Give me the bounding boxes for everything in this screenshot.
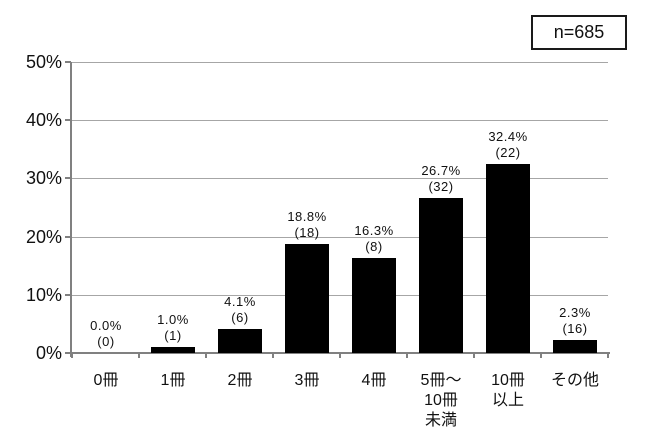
gridline-40	[72, 120, 608, 122]
bar-1	[151, 347, 195, 353]
y-tick-mark-50	[65, 61, 71, 63]
x-category-label-5: 5冊～ 10冊 未満	[420, 372, 462, 429]
x-tick-mark-6	[473, 354, 475, 358]
x-category-label-2: 2冊	[227, 372, 253, 389]
bar-value-label-6: 32.4% (22)	[488, 129, 528, 160]
x-tick-mark-5	[406, 354, 408, 358]
x-tick-mark-4	[339, 354, 341, 358]
bar-value-label-5: 26.7% (32)	[421, 163, 461, 194]
bar-value-label-0: 0.0% (0)	[90, 318, 122, 349]
x-category-label-4: 4冊	[361, 372, 387, 389]
x-tick-mark-7	[540, 354, 542, 358]
gridline-30	[72, 178, 608, 180]
bar-4	[352, 258, 396, 353]
gridline-10	[72, 294, 608, 296]
bar-value-label-4: 16.3% (8)	[354, 223, 394, 254]
bar-5	[419, 198, 463, 353]
y-axis-line	[70, 62, 72, 357]
x-tick-mark-3	[272, 354, 274, 358]
y-tick-label-20: 20%	[25, 226, 62, 247]
y-tick-label-0: 0%	[35, 343, 62, 363]
bar-value-label-7: 2.3% (16)	[559, 305, 591, 336]
y-tick-label-50: 50%	[25, 52, 62, 72]
y-tick-label-30: 30%	[25, 168, 62, 189]
x-tick-mark-2	[205, 354, 207, 358]
y-tick-mark-10	[65, 293, 71, 296]
plot-area	[72, 62, 608, 353]
y-tick-mark-30	[65, 177, 71, 180]
x-category-label-7: その他	[550, 372, 599, 389]
bar-value-label-3: 18.8% (18)	[287, 209, 327, 240]
x-category-label-3: 3冊	[294, 372, 320, 389]
y-tick-mark-20	[65, 235, 71, 238]
y-tick-mark-0	[65, 352, 71, 354]
x-category-label-0: 0冊	[93, 372, 119, 389]
x-tick-mark-1	[138, 354, 140, 358]
bar-7	[553, 340, 597, 353]
bar-value-label-1: 1.0% (1)	[157, 312, 189, 343]
bar-6	[486, 164, 530, 353]
gridline-50	[72, 62, 608, 63]
y-tick-label-10: 10%	[25, 284, 62, 305]
x-category-label-1: 1冊	[160, 372, 186, 389]
y-tick-label-40: 40%	[25, 110, 62, 131]
bar-2	[218, 329, 262, 353]
sample-size-label: n=685	[553, 22, 605, 42]
x-category-label-6: 10冊 以上	[491, 372, 525, 409]
x-tick-mark-0	[71, 354, 73, 358]
gridline-20	[72, 236, 608, 238]
bar-value-label-2: 4.1% (6)	[224, 294, 256, 325]
x-tick-mark-8	[607, 354, 609, 358]
x-axis-line	[70, 352, 610, 354]
bar-3	[285, 244, 329, 353]
y-tick-mark-40	[65, 119, 71, 122]
sample-size-box: n=685	[531, 15, 627, 50]
